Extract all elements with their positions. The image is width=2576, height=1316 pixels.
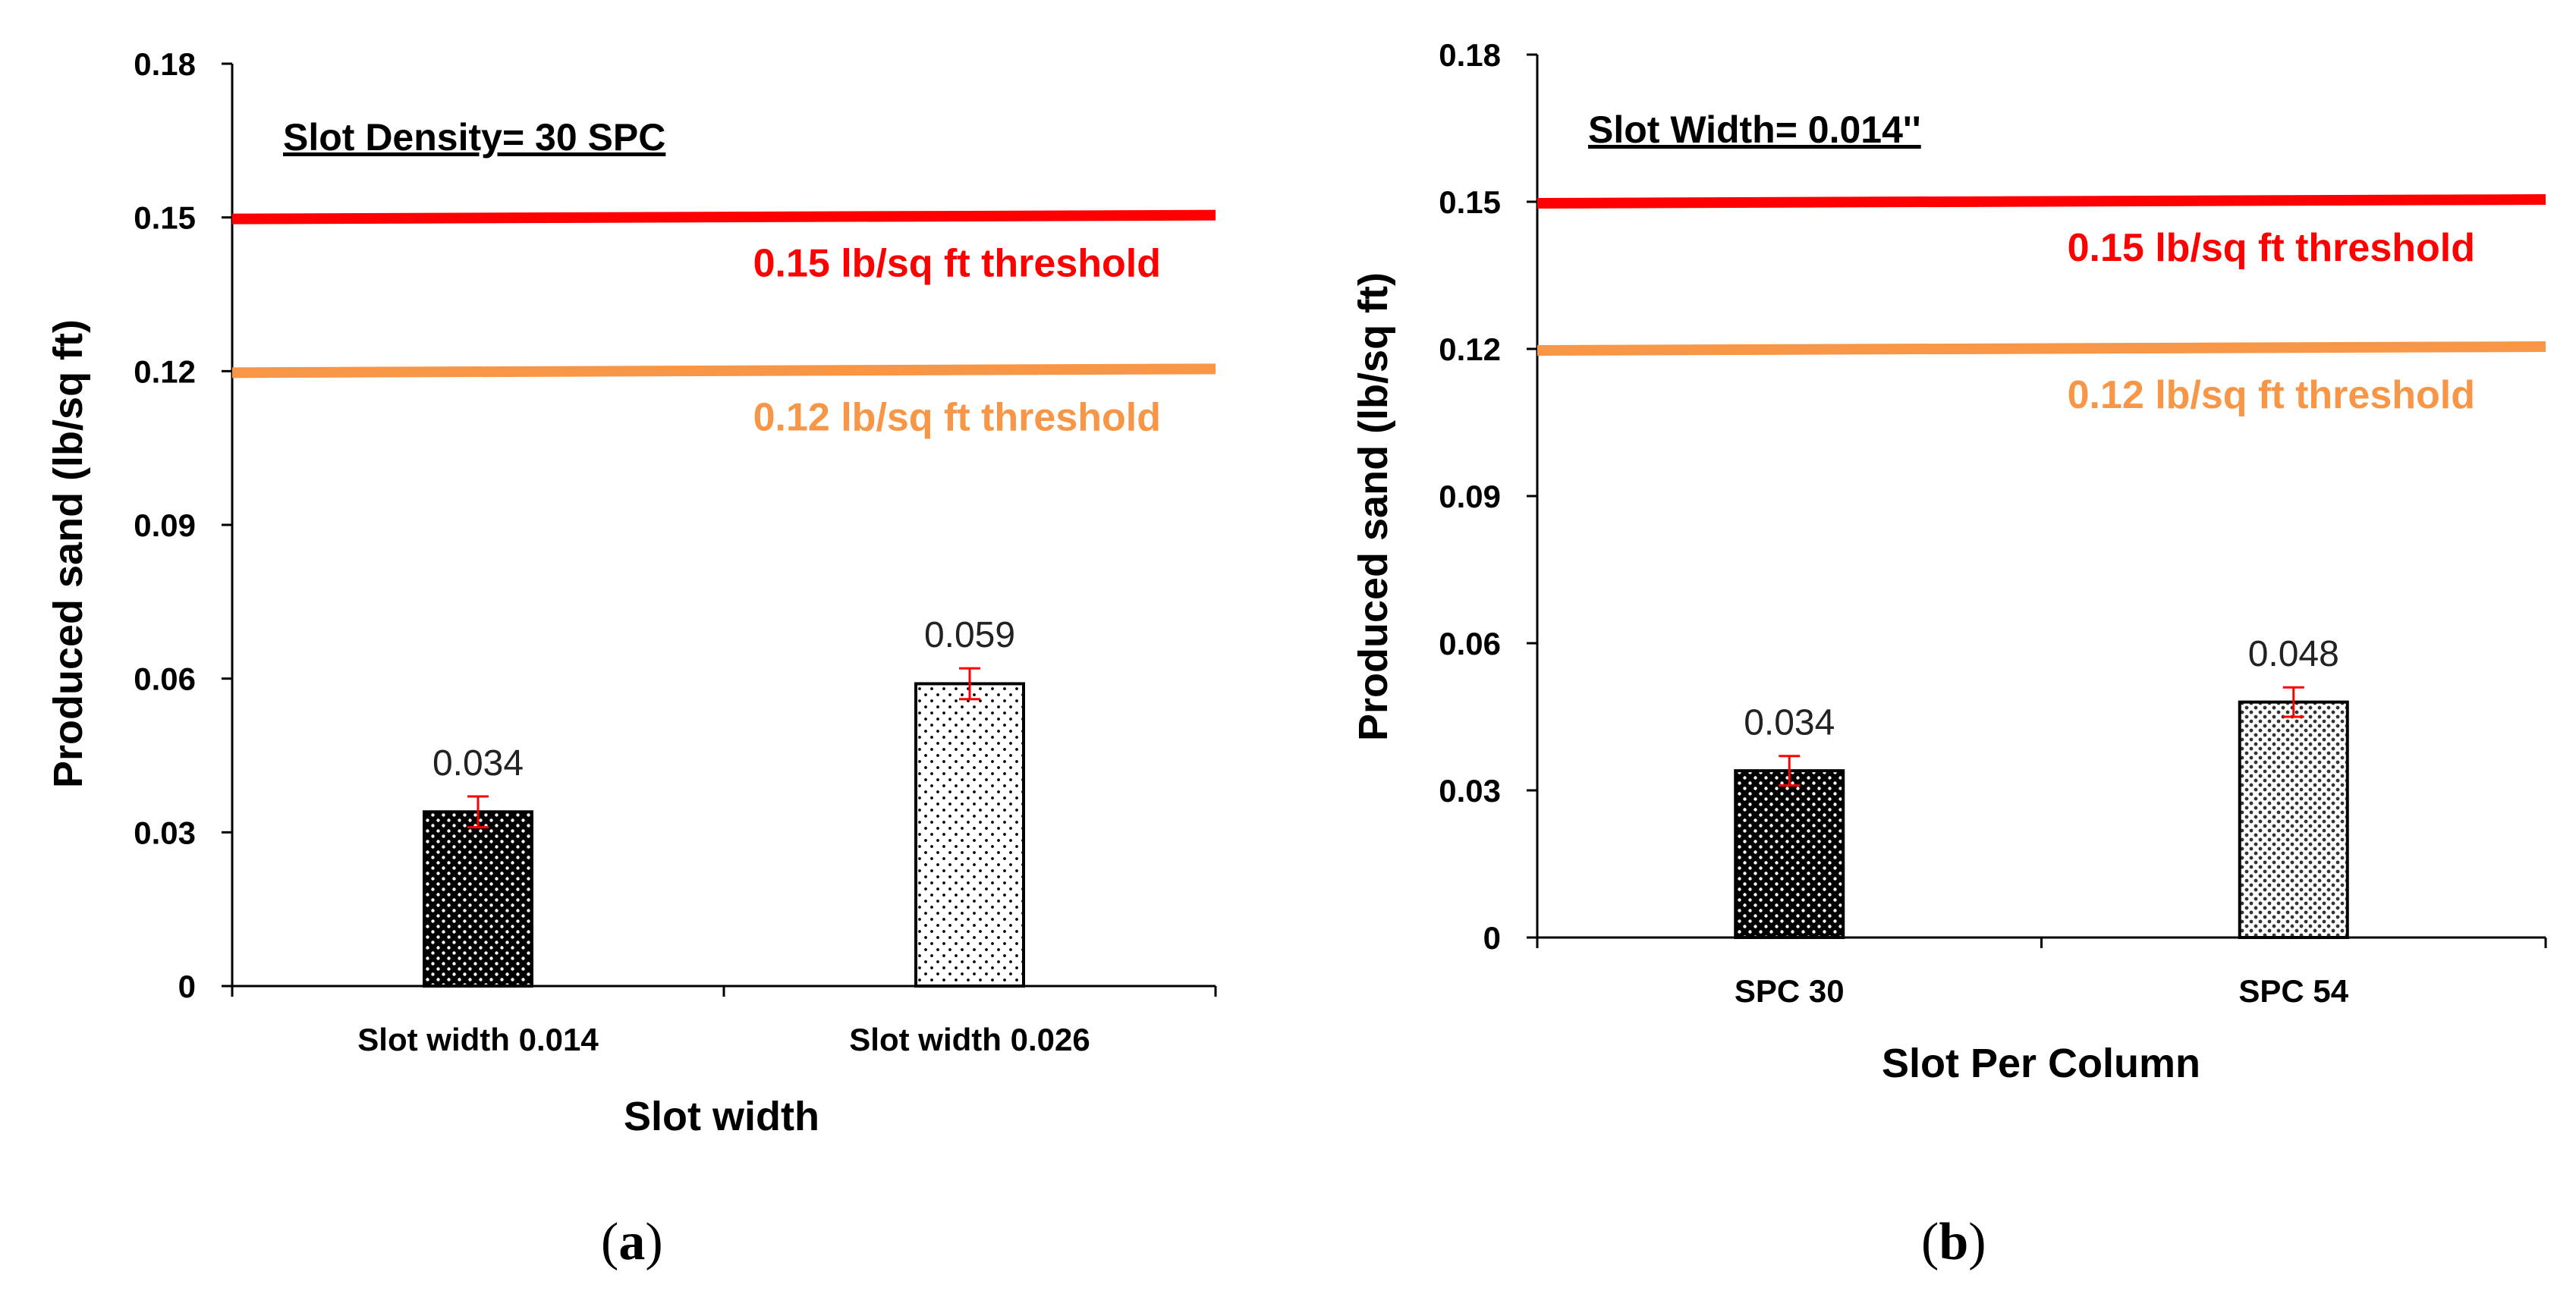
data-label: 0.034	[432, 743, 524, 784]
y-tick-label: 0.18	[1439, 37, 1501, 73]
y-axis-title: Produced sand (lb/sq ft)	[1351, 272, 1396, 741]
bar	[423, 810, 533, 988]
axes: 0 0.03 0.06 0.09 0.12 0.15 0.18	[134, 46, 1217, 1004]
axes: 0 0.03 0.06 0.09 0.12 0.15 0.18	[1439, 37, 2547, 956]
data-label: 0.059	[924, 615, 1015, 655]
x-tick-label: Slot width 0.014	[357, 1022, 599, 1057]
threshold-label: 0.12 lb/sq ft threshold	[753, 395, 1161, 439]
panel-caption: (a)	[601, 1213, 663, 1271]
bar	[2238, 700, 2349, 939]
panel-label: a	[618, 1213, 645, 1271]
y-tick-label: 0.15	[134, 200, 196, 236]
threshold-label: 0.15 lb/sq ft threshold	[753, 242, 1161, 286]
panel-label: b	[1939, 1213, 1968, 1271]
x-axis-title: Slot width	[624, 1094, 819, 1139]
y-tick-label: 0.06	[134, 661, 196, 697]
data-label: 0.034	[1744, 703, 1835, 743]
bars: 0.034 SPC 30 0.048 SPC 54	[1734, 634, 2349, 1009]
threshold-lines: 0.15 lb/sq ft threshold 0.12 lb/sq ft thr…	[231, 209, 1216, 439]
y-tick-label: 0.09	[1439, 479, 1501, 514]
threshold-label: 0.15 lb/sq ft threshold	[2068, 226, 2475, 270]
chart-annotation: Slot Density= 30 SPC	[283, 116, 665, 159]
bars: 0.034 Slot width 0.014 0.059 Slot width 0.0…	[357, 615, 1090, 1057]
y-tick-label: 0	[1483, 920, 1501, 956]
threshold-line	[231, 363, 1216, 378]
y-tick-label: 0.12	[134, 353, 196, 389]
threshold-line	[1536, 194, 2546, 209]
bar	[914, 682, 1025, 988]
y-tick-label: 0.15	[1439, 184, 1501, 220]
y-tick-label: 0.03	[1439, 773, 1501, 809]
x-tick-label: Slot width 0.026	[849, 1022, 1090, 1057]
x-tick-label: SPC 30	[1735, 973, 1845, 1009]
threshold-line	[231, 209, 1216, 225]
threshold-lines: 0.15 lb/sq ft threshold 0.12 lb/sq ft thr…	[1536, 194, 2546, 417]
panel-caption: (b)	[1921, 1213, 1986, 1271]
y-axis-title: Produced sand (lb/sq ft)	[46, 319, 91, 788]
y-tick-label: 0.06	[1439, 626, 1501, 661]
x-tick-label: SPC 54	[2238, 973, 2348, 1009]
y-tick-label: 0.03	[134, 815, 196, 850]
data-label: 0.048	[2248, 634, 2339, 674]
y-tick-label: 0.18	[134, 46, 196, 82]
y-tick-label: 0	[178, 969, 196, 1004]
y-tick-label: 0.09	[134, 507, 196, 543]
threshold-label: 0.12 lb/sq ft threshold	[2068, 373, 2475, 417]
threshold-line	[1536, 341, 2546, 356]
bar	[1734, 769, 1845, 940]
chart-panel-b: 0 0.03 0.06 0.09 0.12 0.15 0.18 0.15 lb/sq ft …	[1351, 37, 2547, 1271]
chart-panel-a: 0 0.03 0.06 0.09 0.12 0.15 0.18 0.15 lb/sq ft …	[46, 46, 1217, 1271]
chart-annotation: Slot Width= 0.014''	[1588, 108, 1921, 151]
x-axis-title: Slot Per Column	[1882, 1041, 2200, 1086]
y-tick-label: 0.12	[1439, 331, 1501, 367]
